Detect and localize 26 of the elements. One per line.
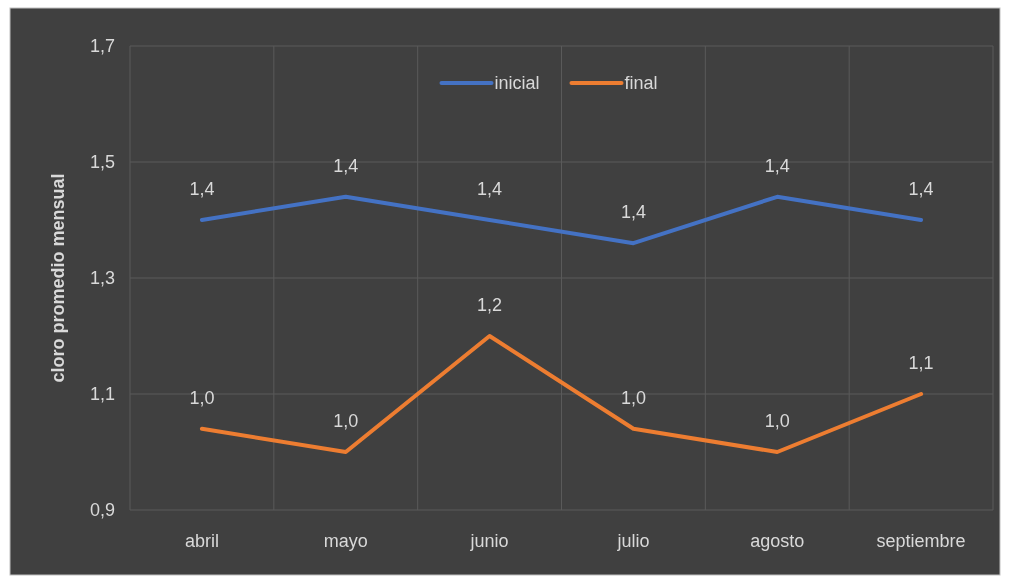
data-label: 1,0: [333, 411, 359, 431]
data-label: 1,4: [477, 179, 503, 199]
data-label: 1,0: [620, 387, 646, 408]
y-tick-label: 1,3: [89, 268, 115, 289]
data-label: 1,4: [189, 179, 215, 199]
x-tick-label: julio: [616, 531, 650, 551]
data-label: 1,2: [477, 295, 503, 315]
legend-label: inicial: [494, 73, 540, 94]
y-tick-label: 0,9: [89, 500, 115, 521]
x-tick-label: junio: [469, 531, 509, 551]
x-tick-label: agosto: [750, 531, 805, 551]
data-label: 1,4: [620, 202, 646, 223]
x-tick-label: abril: [184, 531, 219, 551]
x-tick-label: mayo: [323, 531, 368, 551]
y-axis-title: cloro promedio mensual: [48, 173, 68, 383]
data-label: 1,4: [908, 179, 934, 199]
data-label: 1,0: [764, 411, 790, 431]
legend-label: final: [624, 73, 658, 94]
y-tick-label: 1,5: [89, 152, 115, 173]
data-label: 1,1: [908, 353, 934, 373]
data-label: 1,4: [333, 155, 359, 176]
y-tick-label: 1,7: [89, 36, 115, 57]
data-label: 1,0: [189, 387, 215, 408]
x-tick-label: septiembre: [876, 531, 966, 551]
data-label: 1,4: [764, 155, 790, 176]
y-tick-label: 1,1: [89, 384, 115, 405]
